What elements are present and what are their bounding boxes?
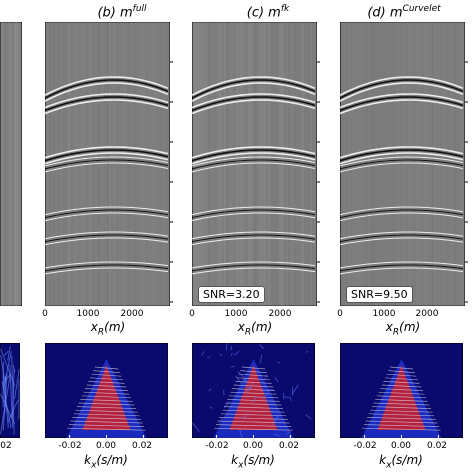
kx-tick-b-2: 0.02 (131, 441, 153, 451)
panel-c-title: (c) mfk (246, 4, 290, 21)
kx-tick-c-0: -0.02 (205, 441, 229, 451)
snr-badge-curvelet: SNR=9.50 (346, 286, 413, 303)
xr-tick-c-0: 0 (189, 309, 195, 319)
kx-tick-b-1: 0.00 (95, 441, 117, 451)
xr-tick-b-2: 2000 (120, 309, 144, 319)
panel-d-title: (d) mCurvelet (367, 4, 441, 21)
spectrum-panel-b (45, 343, 168, 438)
xr-tick-b-1: 1000 (76, 309, 100, 319)
kx-label-b: kx(s/m) (84, 453, 128, 471)
spectrum-panel-a (0, 343, 20, 438)
kx-label-c: kx(s/m) (231, 453, 275, 471)
seismic-tick-marks (170, 61, 468, 303)
kx-tick-c-2: 0.02 (278, 441, 300, 451)
kx-tick-a-0: 02 (0, 441, 12, 451)
xr-label-b: xR(m) (90, 320, 126, 338)
seismic-panel-d (340, 22, 465, 306)
seismic-panel-b (45, 22, 170, 306)
xr-tick-d-1: 1000 (372, 309, 396, 319)
snr-badge-fk: SNR=3.20 (198, 286, 265, 303)
seismic-panel-a (0, 22, 22, 306)
xr-label-d: xR(m) (385, 320, 421, 338)
kx-tick-c-1: 0.00 (242, 441, 264, 451)
spectrum-panel-d (340, 343, 463, 438)
xr-tick-b-0: 0 (42, 309, 48, 319)
xr-tick-c-1: 1000 (224, 309, 248, 319)
xr-tick-c-2: 2000 (268, 309, 292, 319)
kx-tick-b-0: -0.02 (58, 441, 82, 451)
xr-tick-d-0: 0 (337, 309, 343, 319)
kx-tick-d-0: -0.02 (353, 441, 377, 451)
seismic-panel-c (192, 22, 317, 306)
panel-b-title: (b) mfull (97, 4, 147, 21)
xr-tick-d-2: 2000 (415, 309, 439, 319)
kx-tick-d-1: 0.00 (390, 441, 412, 451)
spectrum-panel-c (192, 343, 315, 438)
kx-tick-d-2: 0.02 (426, 441, 448, 451)
xr-label-c: xR(m) (237, 320, 273, 338)
kx-label-d: kx(s/m) (379, 453, 423, 471)
